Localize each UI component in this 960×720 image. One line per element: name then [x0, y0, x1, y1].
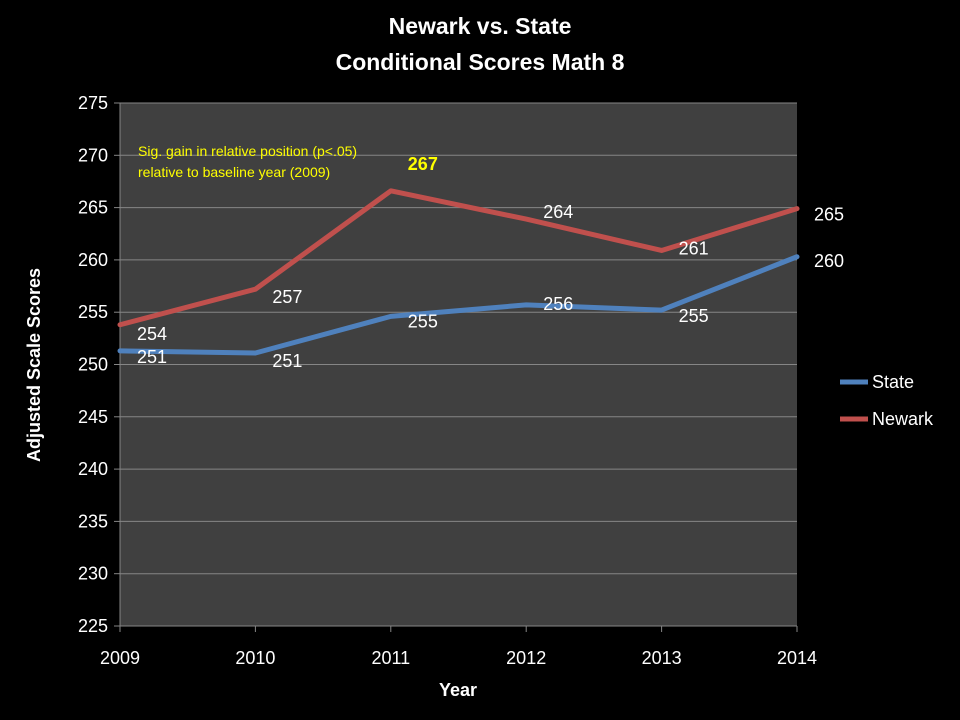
x-tick-label-2013: 2013	[642, 648, 682, 668]
data-label-newark-2009: 254	[137, 324, 167, 344]
x-axis-ticks: 2009 2010 2011 2012 2013 2014	[100, 626, 817, 668]
y-tick-label-240: 240	[78, 459, 108, 479]
y-tick-label-250: 250	[78, 355, 108, 375]
series-group	[117, 188, 800, 356]
y-tick-label-235: 235	[78, 511, 108, 531]
legend-label-newark: Newark	[872, 409, 934, 429]
y-tick-label-230: 230	[78, 564, 108, 584]
x-axis-label: Year	[439, 680, 477, 700]
y-axis-label: Adjusted Scale Scores	[24, 268, 44, 462]
y-tick-label-255: 255	[78, 302, 108, 322]
data-label-state-2013: 255	[679, 306, 709, 326]
series-line-newark	[117, 188, 800, 328]
y-tick-label-225: 225	[78, 616, 108, 636]
data-label-state-2011: 255	[408, 311, 438, 331]
data-label-newark-2013: 261	[679, 238, 709, 258]
chart-subtitle: Conditional Scores Math 8	[336, 49, 625, 75]
gridlines	[120, 102, 797, 627]
x-tick-label-2009: 2009	[100, 648, 140, 668]
data-labels: 251 251 255 256 255 260 254 257 267 264 261 265	[137, 154, 844, 371]
x-tick-label-2014: 2014	[777, 648, 817, 668]
x-tick-label-2010: 2010	[235, 648, 275, 668]
x-tick-label-2012: 2012	[506, 648, 546, 668]
y-tick-label-270: 270	[78, 145, 108, 165]
data-label-state-2012: 256	[543, 294, 573, 314]
data-label-state-2010: 251	[272, 351, 302, 371]
annotation-line-2: relative to baseline year (2009)	[138, 164, 330, 180]
data-label-newark-2014: 265	[814, 205, 844, 225]
x-tick-label-2011: 2011	[371, 648, 410, 668]
data-label-newark-2010: 257	[272, 287, 302, 307]
y-tick-label-245: 245	[78, 407, 108, 427]
y-tick-label-265: 265	[78, 198, 108, 218]
series-line-state	[117, 254, 800, 356]
data-label-state-2014: 260	[814, 251, 844, 271]
legend-label-state: State	[872, 372, 914, 392]
legend: State Newark	[840, 372, 934, 429]
y-tick-label-260: 260	[78, 250, 108, 270]
chart-title: Newark vs. State	[389, 13, 572, 39]
y-tick-label-275: 275	[78, 93, 108, 113]
y-axis-ticks: 225 230 235 240 245 250 255 260 265 270 275	[78, 93, 120, 636]
data-label-newark-2011: 267	[408, 154, 438, 174]
annotation-line-1: Sig. gain in relative position (p<.05)	[138, 143, 357, 159]
data-label-newark-2012: 264	[543, 202, 573, 222]
data-label-state-2009: 251	[137, 347, 167, 367]
